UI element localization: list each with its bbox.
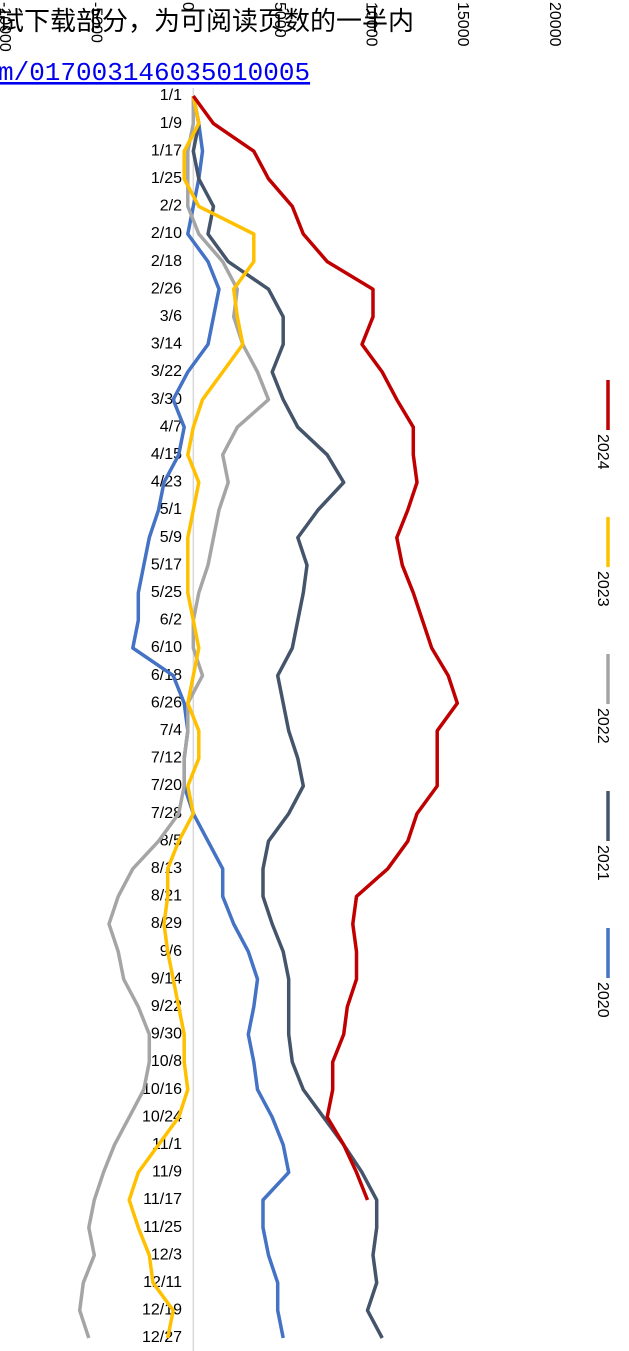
x-tick-label: 10000 — [362, 2, 379, 47]
y-tick-label: 11/1 — [152, 1136, 182, 1153]
y-tick-label: 1/17 — [151, 142, 182, 159]
y-tick-label: 10/8 — [151, 1053, 182, 1070]
watermark-link[interactable]: m/017003146035010005 — [0, 58, 310, 88]
y-tick-label: 2/26 — [151, 280, 182, 297]
y-tick-label: 11/25 — [143, 1219, 182, 1236]
series-line — [191, 94, 460, 1201]
legend-label: 2022 — [594, 708, 611, 744]
y-tick-label: 5/9 — [160, 529, 182, 546]
series-line — [191, 95, 384, 1339]
y-tick-label: 12/11 — [143, 1274, 182, 1291]
y-tick-label: 1/1 — [160, 87, 182, 104]
legend-label: 2021 — [594, 845, 611, 881]
y-tick-label: 12/19 — [142, 1302, 182, 1319]
plot-area: -10000 -5000 0 5000 10000 15000 20000 1/1 1/9 1/1… — [0, 2, 611, 1351]
y-tick-label: 5/1 — [160, 501, 182, 518]
legend-label: 2024 — [594, 434, 611, 470]
watermark-text: 试下载部分，为可阅读页数的一半内 — [0, 7, 414, 37]
y-tick-label: 12/3 — [151, 1246, 182, 1263]
y-tick-label: 3/6 — [160, 308, 182, 325]
series-line — [131, 95, 291, 1339]
x-tick-label: 0 — [179, 2, 196, 11]
y-tick-label: 6/2 — [160, 612, 182, 629]
y-tick-label: 7/12 — [151, 750, 182, 767]
y-tick-label: 6/10 — [151, 639, 182, 656]
y-tick-label: 10/24 — [142, 1108, 182, 1125]
y-tick-label: 6/26 — [151, 694, 182, 711]
y-tick-label: 1/9 — [160, 115, 182, 132]
y-tick-label: 7/4 — [160, 722, 182, 739]
x-tick-label: 15000 — [454, 2, 471, 47]
y-tick-label: 1/25 — [151, 170, 182, 187]
y-tick-label: 11/9 — [152, 1164, 182, 1181]
y-tick-label: 9/22 — [151, 998, 182, 1015]
y-tick-label: 9/14 — [151, 970, 182, 987]
legend-label: 2020 — [594, 982, 611, 1018]
y-tick-label: 3/14 — [151, 336, 182, 353]
y-tick-label: 5/25 — [151, 584, 182, 601]
y-tick-label: 12/27 — [142, 1329, 182, 1346]
y-tick-label: 4/23 — [151, 474, 182, 491]
x-tick-label: -5000 — [87, 2, 104, 43]
y-tick-label: 9/30 — [151, 1026, 182, 1043]
y-tick-label: 9/6 — [160, 943, 182, 960]
y-tick-label: 4/15 — [151, 446, 182, 463]
y-tick-label: 3/22 — [151, 363, 182, 380]
y-tick-label: 2/2 — [160, 198, 182, 215]
y-tick-label: 11/17 — [143, 1191, 182, 1208]
x-tick-label: 20000 — [546, 2, 563, 47]
y-tick-label: 8/29 — [151, 915, 182, 932]
x-tick-label: -10000 — [0, 2, 13, 52]
x-tick-label: 5000 — [271, 2, 288, 38]
y-tick-label: 2/10 — [151, 225, 182, 242]
y-tick-label: 4/7 — [160, 418, 182, 435]
y-tick-label: 10/16 — [142, 1081, 182, 1098]
series-line — [127, 95, 256, 1339]
y-tick-label: 5/17 — [151, 556, 182, 573]
y-tick-label: 2/18 — [151, 253, 182, 270]
legend-label: 2023 — [594, 571, 611, 607]
y-tick-label: 7/20 — [151, 777, 182, 794]
